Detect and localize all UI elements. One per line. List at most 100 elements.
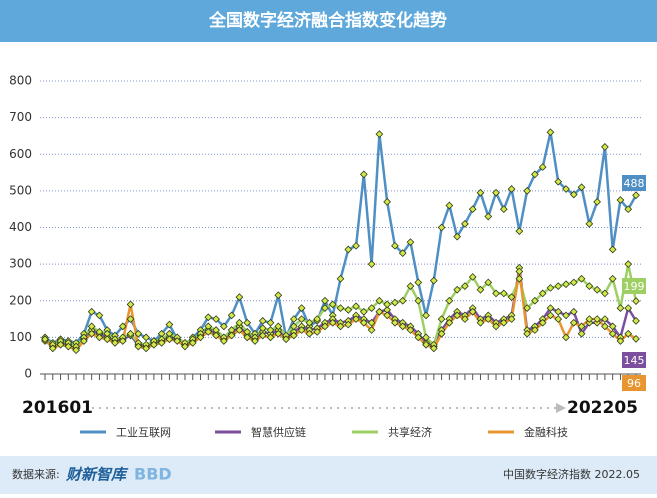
point-marker <box>492 289 500 298</box>
point-marker <box>344 245 353 254</box>
point-marker <box>484 278 493 287</box>
point-marker <box>383 311 392 320</box>
point-marker <box>523 187 531 195</box>
point-marker <box>507 315 516 323</box>
point-marker <box>577 322 586 331</box>
point-marker <box>219 337 228 345</box>
point-marker <box>305 318 314 327</box>
point-marker <box>157 339 166 347</box>
point-marker <box>352 315 360 323</box>
point-marker <box>188 339 197 347</box>
point-marker <box>616 196 625 204</box>
point-marker <box>515 227 524 236</box>
point-marker <box>461 282 469 290</box>
point-marker <box>562 311 570 320</box>
point-marker <box>461 315 469 323</box>
point-marker <box>437 315 446 323</box>
point-marker <box>87 307 96 316</box>
point-marker <box>515 274 524 283</box>
point-marker <box>601 322 609 331</box>
point-marker <box>313 315 322 323</box>
point-marker <box>593 197 601 206</box>
point-marker <box>391 318 399 327</box>
point-marker <box>569 190 578 199</box>
point-marker <box>328 318 337 327</box>
point-marker <box>142 333 150 342</box>
point-marker <box>608 329 617 338</box>
point-marker <box>492 322 500 331</box>
point-marker <box>585 315 594 323</box>
point-marker <box>103 335 112 344</box>
point-marker <box>204 313 213 322</box>
y-tick-label: 700 <box>9 110 32 124</box>
legend-label: 智慧供应链 <box>251 425 306 439</box>
point-marker <box>165 335 174 344</box>
point-marker <box>118 337 127 345</box>
point-marker <box>624 205 633 214</box>
header-band <box>0 0 657 42</box>
point-marker <box>367 326 376 334</box>
point-marker <box>95 333 104 342</box>
point-marker <box>118 322 127 331</box>
point-marker <box>274 291 283 300</box>
point-marker <box>219 322 228 331</box>
point-marker <box>352 241 360 250</box>
point-marker <box>406 282 415 290</box>
point-marker <box>601 315 609 323</box>
point-marker <box>383 300 392 309</box>
point-marker <box>367 304 376 312</box>
x-tick-label: 202205 <box>567 398 638 418</box>
point-marker <box>585 282 594 290</box>
point-marker <box>461 219 469 228</box>
point-marker <box>492 188 500 197</box>
point-marker <box>328 300 337 309</box>
point-marker <box>422 333 430 342</box>
point-marker <box>359 170 368 179</box>
point-marker <box>601 289 609 298</box>
point-marker <box>453 285 462 294</box>
point-marker <box>282 335 290 344</box>
point-marker <box>258 317 267 325</box>
point-marker <box>321 296 329 305</box>
point-marker <box>538 318 547 327</box>
point-marker <box>546 311 555 320</box>
legend-label: 工业互联网 <box>116 426 171 439</box>
y-tick-label: 200 <box>9 293 32 307</box>
point-marker <box>375 307 384 316</box>
point-marker <box>251 337 259 345</box>
point-marker <box>422 311 430 320</box>
point-marker <box>406 326 415 334</box>
point-marker <box>87 329 96 338</box>
point-marker <box>577 274 586 283</box>
point-marker <box>212 315 220 323</box>
point-marker <box>515 267 524 276</box>
point-marker <box>406 238 415 247</box>
point-marker <box>398 249 407 258</box>
point-marker <box>608 322 617 331</box>
point-marker <box>585 219 594 228</box>
chart-title: 全国数字经济融合指数变化趋势 <box>208 10 447 31</box>
point-marker <box>134 329 143 338</box>
point-marker <box>476 285 485 294</box>
point-marker <box>72 346 80 355</box>
point-marker <box>266 326 275 334</box>
point-marker <box>476 318 485 327</box>
arrow-head <box>556 403 566 413</box>
point-marker <box>507 293 516 301</box>
point-marker <box>437 223 446 232</box>
point-marker <box>523 329 531 338</box>
point-marker <box>562 280 570 289</box>
point-marker <box>173 337 182 345</box>
point-marker <box>64 342 73 351</box>
point-marker <box>499 318 508 327</box>
point-marker <box>608 274 617 283</box>
legend-label: 共享经济 <box>388 425 432 439</box>
point-marker <box>608 245 617 254</box>
point-marker <box>546 304 555 312</box>
point-marker <box>499 205 508 214</box>
point-marker <box>212 331 220 340</box>
point-marker <box>227 311 236 320</box>
point-marker <box>313 328 322 336</box>
point-marker <box>258 324 267 333</box>
